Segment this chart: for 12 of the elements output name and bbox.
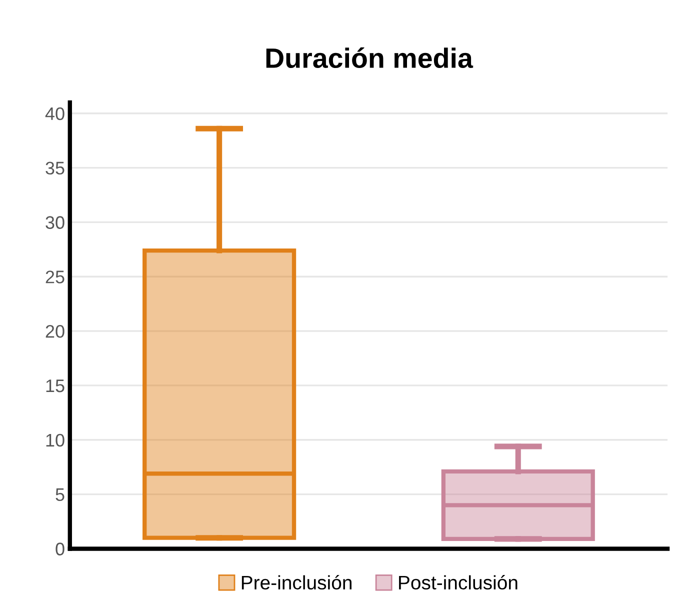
y-tick-label: 10 — [46, 434, 64, 447]
y-tick-label: 15 — [46, 380, 64, 392]
chart-title: Duración media — [266, 47, 474, 68]
y-tick-label: 20 — [46, 324, 64, 338]
y-tick-label: 25 — [46, 270, 64, 284]
legend-label: Pre-inclusión — [242, 575, 352, 590]
y-tick-label: 35 — [46, 162, 64, 175]
y-tick-label: 30 — [46, 216, 64, 229]
legend-label: Post-inclusión — [399, 575, 518, 590]
y-tick-label: 0 — [56, 542, 64, 556]
y-tick-label: 40 — [45, 107, 64, 120]
y-tick-label: 5 — [56, 488, 64, 502]
